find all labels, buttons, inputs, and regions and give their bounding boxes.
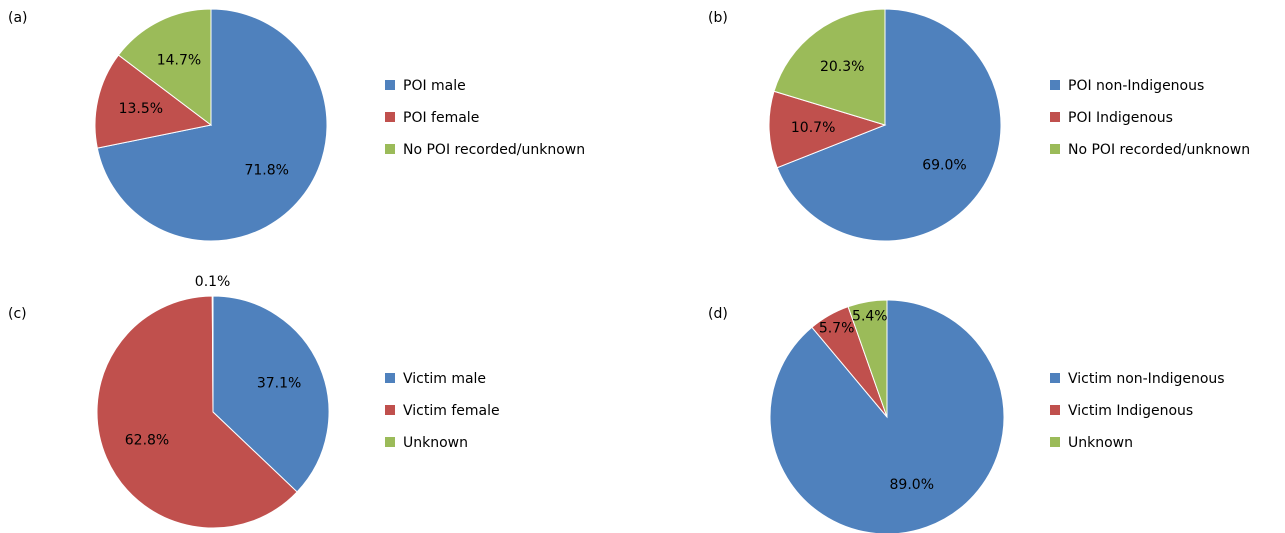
legend-swatch — [385, 373, 395, 383]
panel-label: (a) — [8, 10, 28, 26]
legend-swatch — [1050, 80, 1060, 90]
data-label: 14.7% — [157, 53, 201, 69]
legend-swatch — [385, 144, 395, 154]
legend-swatch — [385, 405, 395, 415]
legend-swatch — [1050, 144, 1060, 154]
legend-label: Unknown — [403, 435, 468, 451]
pie-slice — [94, 54, 213, 149]
panel-label: (d) — [708, 306, 728, 322]
panel-label: (b) — [708, 10, 728, 26]
legend-swatch — [385, 112, 395, 122]
pie-slice — [776, 8, 1002, 242]
data-label: 71.8% — [244, 162, 288, 178]
legend-swatch — [385, 80, 395, 90]
data-label: 37.1% — [257, 376, 301, 392]
data-label: 62.8% — [125, 433, 169, 449]
data-label: 5.7% — [819, 321, 855, 337]
data-label: 5.4% — [852, 309, 888, 325]
legend-label: Unknown — [1068, 435, 1133, 451]
legend-swatch — [1050, 373, 1060, 383]
legend-swatch — [1050, 405, 1060, 415]
pie-slice — [847, 299, 888, 418]
data-label: 69.0% — [922, 157, 966, 173]
legend-swatch — [385, 437, 395, 447]
data-label: 10.7% — [791, 120, 835, 136]
data-label: 0.1% — [195, 274, 231, 290]
pie-slice — [773, 8, 886, 126]
data-label: 13.5% — [119, 101, 163, 117]
pie-slice — [96, 8, 328, 242]
pie-slice — [96, 295, 298, 529]
pie-slice — [117, 8, 212, 127]
legend-label: POI Indigenous — [1068, 110, 1173, 126]
legend-label: Victim female — [403, 403, 500, 419]
legend-label: Victim Indigenous — [1068, 403, 1193, 419]
panel-label: (c) — [8, 306, 27, 322]
pie-slice — [212, 295, 330, 493]
legend-label: Victim non-Indigenous — [1068, 371, 1225, 387]
legend-label: POI female — [403, 110, 479, 126]
legend-label: No POI recorded/unknown — [403, 142, 585, 158]
pie-slice — [769, 299, 1005, 533]
pie-slice — [211, 295, 214, 413]
legend-label: POI male — [403, 78, 466, 94]
legend-swatch — [1050, 437, 1060, 447]
data-label: 20.3% — [820, 59, 864, 75]
legend-label: POI non-Indigenous — [1068, 78, 1204, 94]
legend-label: No POI recorded/unknown — [1068, 142, 1250, 158]
legend-label: Victim male — [403, 371, 486, 387]
pie-slice — [768, 90, 887, 169]
legend-swatch — [1050, 112, 1060, 122]
data-label: 89.0% — [890, 477, 934, 493]
